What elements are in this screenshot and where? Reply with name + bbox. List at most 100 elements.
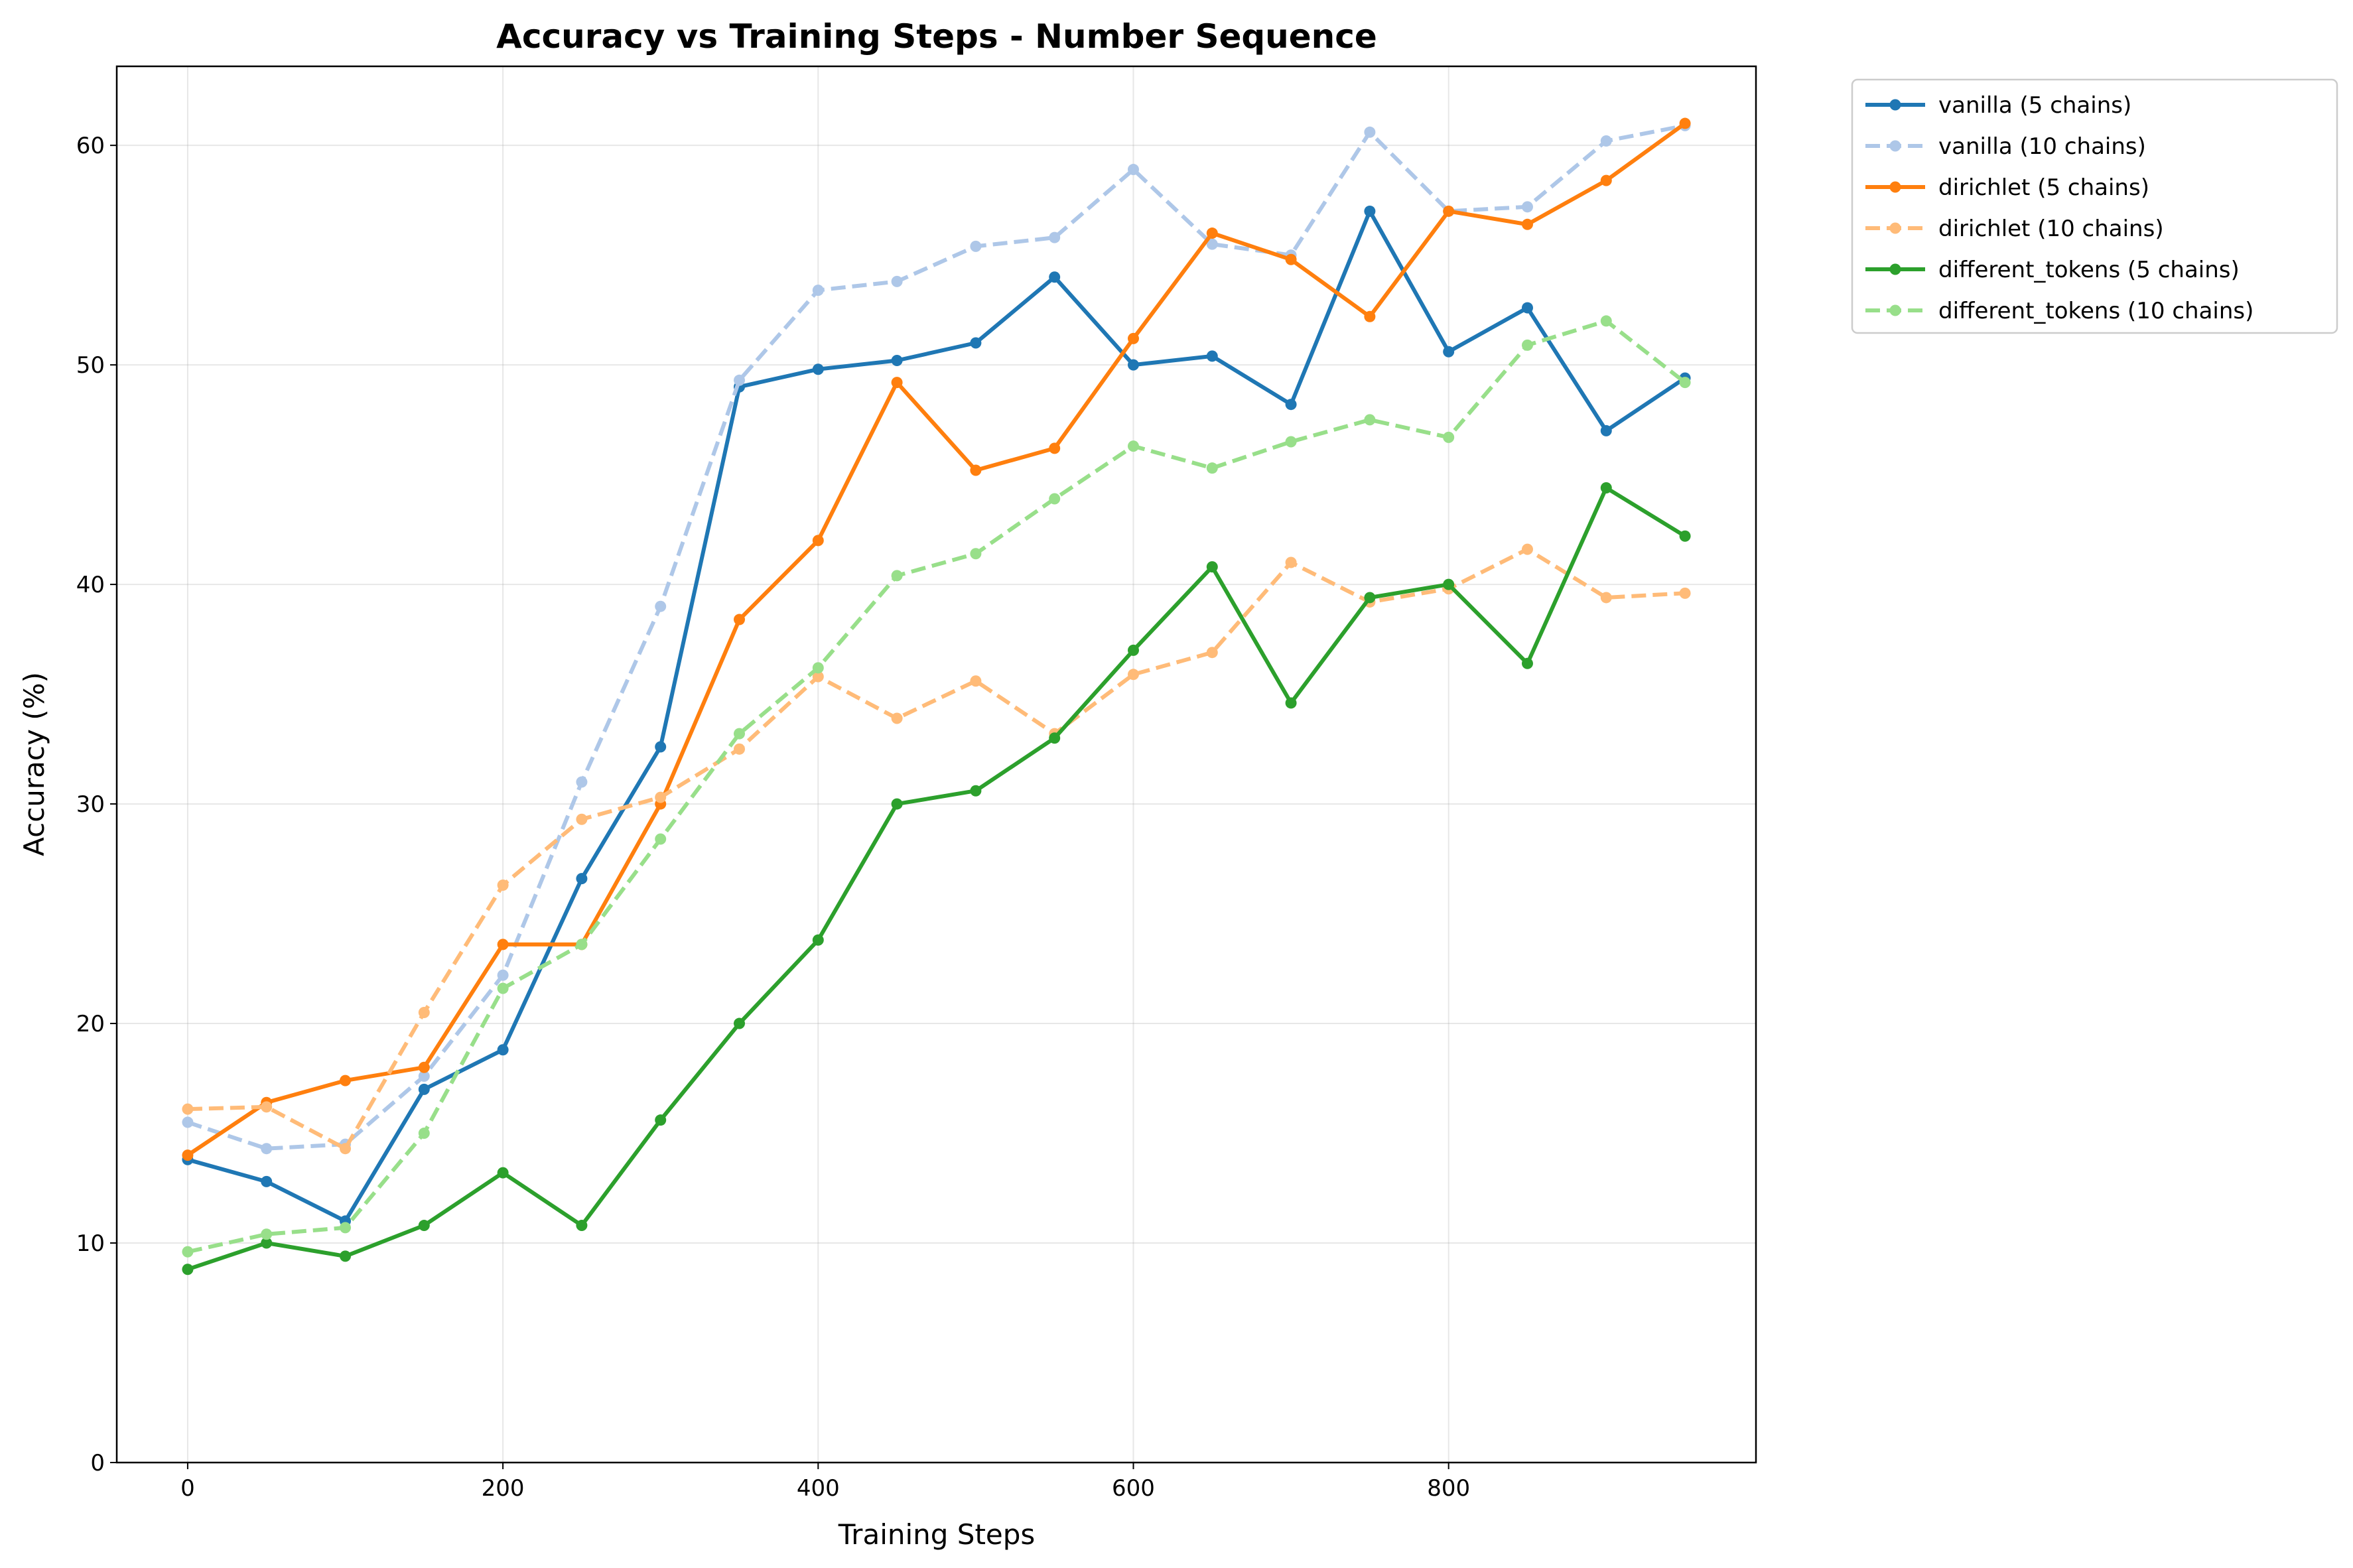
legend-entries: vanilla (5 chains) vanilla (10 chains) dir… [1865,92,2253,324]
data-point [970,548,982,560]
data-point [1521,657,1533,669]
data-point [812,934,824,946]
data-point [734,728,746,740]
data-point [1206,228,1218,239]
data-point [1364,592,1376,604]
data-point [576,776,588,788]
data-point [1600,174,1612,186]
data-point [1049,732,1061,744]
chart-title: Accuracy vs Training Steps - Number Sequ… [496,17,1377,56]
data-point [812,285,824,296]
data-point [1679,117,1691,129]
plot-area [117,66,1756,1463]
data-point [1521,302,1533,314]
legend-swatch-marker [1889,140,1901,152]
data-point [261,1101,273,1113]
data-point [418,1061,430,1073]
series-5 [182,315,1691,1258]
legend-swatch-marker [1889,222,1901,234]
data-point [418,1128,430,1140]
legend-label: dirichlet (5 chains) [1938,174,2149,201]
data-point [182,1116,194,1128]
data-point [261,1175,273,1187]
series-line [186,123,1686,1151]
data-point [576,813,588,825]
data-point [1206,647,1218,659]
data-point [734,374,746,386]
data-point [1127,644,1139,656]
data-point [1049,493,1061,505]
series-line [187,318,1686,1254]
plot-frame [115,65,1757,1464]
data-point [340,1222,352,1234]
grid-lines [117,66,1756,1463]
data-point [182,1149,194,1161]
data-point [1364,310,1376,322]
data-point [1285,556,1297,568]
data-point [1600,135,1612,147]
series-line [187,547,1686,1151]
data-point [497,1044,509,1056]
series-0 [182,205,1691,1227]
series-4 [182,482,1691,1275]
legend-label: different_tokens (10 chains) [1938,298,2253,324]
data-point [1364,414,1376,426]
legend-label: vanilla (5 chains) [1938,92,2131,119]
y-tick-label: 30 [76,791,105,818]
data-point [418,1083,430,1095]
legend-swatch-marker [1889,263,1901,275]
data-point [261,1143,273,1155]
data-point [1049,271,1061,283]
legend-label: dirichlet (10 chains) [1938,216,2164,242]
data-point [497,969,509,981]
data-point [1521,543,1533,555]
y-axis-label: Accuracy (%) [18,672,50,856]
data-point [891,355,903,367]
data-point [1521,201,1533,213]
data-point [1443,578,1455,590]
data-point [891,798,903,810]
data-point [655,600,667,612]
data-point [734,743,746,755]
data-point [1285,697,1297,709]
data-point [1285,253,1297,265]
y-tick-label: 60 [76,133,105,159]
legend-swatch-marker [1889,304,1901,316]
data-point [576,873,588,885]
data-point [1049,442,1061,454]
legend-swatch-marker [1889,181,1901,193]
y-tick-label: 40 [76,572,105,598]
x-tick-label: 800 [1427,1475,1470,1502]
data-point [1443,205,1455,217]
data-point [1679,377,1691,389]
data-point [812,535,824,547]
y-tick-label: 10 [76,1230,105,1257]
data-point [1600,482,1612,493]
data-point [182,1264,194,1275]
data-point [1127,669,1139,681]
data-point [812,363,824,375]
data-point [1127,359,1139,371]
legend: vanilla (5 chains) vanilla (10 chains) dir… [1851,78,2338,334]
data-point [261,1237,273,1249]
data-point [1127,164,1139,176]
data-point [812,671,824,683]
data-point [1127,332,1139,344]
data-point [182,1103,194,1115]
data-point [655,791,667,803]
data-point [655,741,667,753]
data-point [497,982,509,994]
data-point [1521,218,1533,230]
data-point [340,1075,352,1086]
legend-entry: dirichlet (10 chains) [1865,216,2164,242]
data-point [1443,431,1455,443]
legend-entry: dirichlet (5 chains) [1865,174,2149,201]
data-point [1679,587,1691,599]
legend-entry: vanilla (5 chains) [1865,92,2131,119]
x-tick-label: 400 [797,1475,840,1502]
data-series [182,117,1691,1275]
data-point [1600,315,1612,327]
y-axis-ticks: 0 10 20 30 40 50 60 [76,133,117,1476]
data-point [261,1228,273,1240]
legend-label: vanilla (10 chains) [1938,133,2146,160]
